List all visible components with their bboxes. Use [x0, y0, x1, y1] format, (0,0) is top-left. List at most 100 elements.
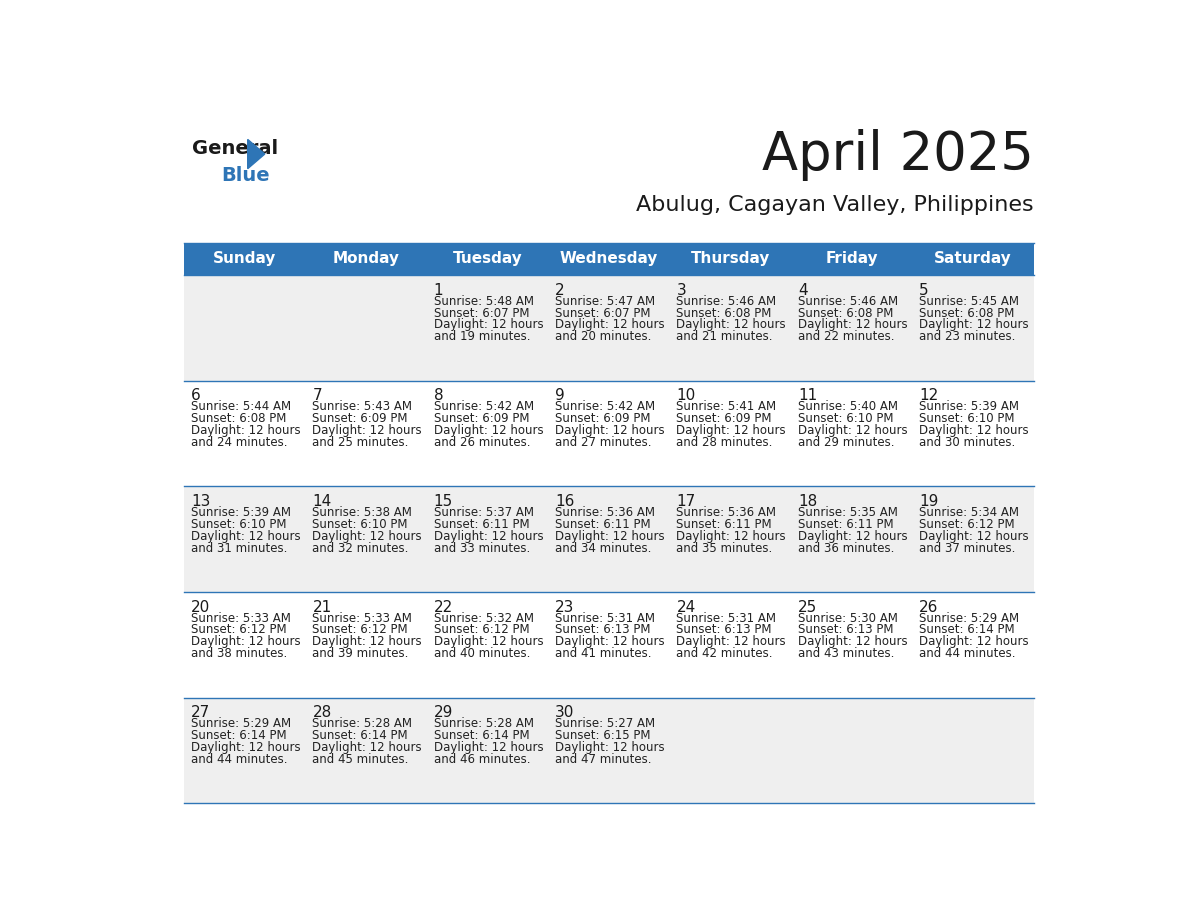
Text: Daylight: 12 hours: Daylight: 12 hours [676, 635, 786, 648]
Text: 1: 1 [434, 283, 443, 297]
Text: Sunrise: 5:36 AM: Sunrise: 5:36 AM [676, 506, 777, 519]
Text: Daylight: 12 hours: Daylight: 12 hours [434, 635, 543, 648]
Text: Sunset: 6:10 PM: Sunset: 6:10 PM [312, 518, 407, 531]
Text: 22: 22 [434, 599, 453, 614]
Text: Sunrise: 5:44 AM: Sunrise: 5:44 AM [191, 400, 291, 413]
Text: Sunrise: 5:33 AM: Sunrise: 5:33 AM [312, 611, 412, 624]
Text: Daylight: 12 hours: Daylight: 12 hours [920, 635, 1029, 648]
Text: 28: 28 [312, 705, 331, 721]
Text: Daylight: 12 hours: Daylight: 12 hours [555, 319, 665, 331]
Text: 12: 12 [920, 388, 939, 403]
Text: Daylight: 12 hours: Daylight: 12 hours [312, 741, 422, 754]
Text: Daylight: 12 hours: Daylight: 12 hours [191, 530, 301, 543]
Text: Daylight: 12 hours: Daylight: 12 hours [798, 424, 908, 437]
Text: Sunrise: 5:29 AM: Sunrise: 5:29 AM [920, 611, 1019, 624]
Text: and 32 minutes.: and 32 minutes. [312, 542, 409, 554]
Text: Daylight: 12 hours: Daylight: 12 hours [920, 424, 1029, 437]
Bar [184, 381, 1034, 487]
Text: and 47 minutes.: and 47 minutes. [555, 753, 652, 766]
Text: 10: 10 [676, 388, 696, 403]
Text: 26: 26 [920, 599, 939, 614]
Text: Sunset: 6:12 PM: Sunset: 6:12 PM [191, 623, 286, 636]
Text: 23: 23 [555, 599, 575, 614]
Text: and 21 minutes.: and 21 minutes. [676, 330, 773, 343]
Bar [184, 487, 1034, 592]
Text: Sunrise: 5:35 AM: Sunrise: 5:35 AM [798, 506, 898, 519]
Text: Sunrise: 5:46 AM: Sunrise: 5:46 AM [798, 295, 898, 308]
Text: 17: 17 [676, 494, 696, 509]
Text: 19: 19 [920, 494, 939, 509]
Text: 15: 15 [434, 494, 453, 509]
Text: Sunset: 6:08 PM: Sunset: 6:08 PM [676, 307, 772, 319]
Text: Sunrise: 5:37 AM: Sunrise: 5:37 AM [434, 506, 533, 519]
Text: Sunrise: 5:42 AM: Sunrise: 5:42 AM [434, 400, 533, 413]
Text: Sunrise: 5:28 AM: Sunrise: 5:28 AM [434, 717, 533, 730]
Text: Daylight: 12 hours: Daylight: 12 hours [920, 319, 1029, 331]
Text: Sunset: 6:09 PM: Sunset: 6:09 PM [676, 412, 772, 425]
Text: Sunset: 6:14 PM: Sunset: 6:14 PM [191, 729, 286, 742]
Text: Daylight: 12 hours: Daylight: 12 hours [798, 635, 908, 648]
Text: Daylight: 12 hours: Daylight: 12 hours [555, 424, 665, 437]
Text: Sunrise: 5:28 AM: Sunrise: 5:28 AM [312, 717, 412, 730]
Text: 4: 4 [798, 283, 808, 297]
Text: and 44 minutes.: and 44 minutes. [920, 647, 1016, 660]
Text: and 40 minutes.: and 40 minutes. [434, 647, 530, 660]
Text: Sunset: 6:15 PM: Sunset: 6:15 PM [555, 729, 651, 742]
Text: Sunset: 6:09 PM: Sunset: 6:09 PM [312, 412, 407, 425]
Text: Sunrise: 5:34 AM: Sunrise: 5:34 AM [920, 506, 1019, 519]
Text: Daylight: 12 hours: Daylight: 12 hours [555, 741, 665, 754]
Text: Sunrise: 5:43 AM: Sunrise: 5:43 AM [312, 400, 412, 413]
Text: and 22 minutes.: and 22 minutes. [798, 330, 895, 343]
Text: and 28 minutes.: and 28 minutes. [676, 436, 773, 449]
Text: 14: 14 [312, 494, 331, 509]
Text: 8: 8 [434, 388, 443, 403]
Text: and 20 minutes.: and 20 minutes. [555, 330, 651, 343]
Text: 5: 5 [920, 283, 929, 297]
Text: Daylight: 12 hours: Daylight: 12 hours [798, 319, 908, 331]
Text: Thursday: Thursday [690, 252, 770, 266]
Text: and 45 minutes.: and 45 minutes. [312, 753, 409, 766]
Bar [184, 698, 1034, 803]
Text: Daylight: 12 hours: Daylight: 12 hours [191, 635, 301, 648]
Text: Sunset: 6:12 PM: Sunset: 6:12 PM [434, 623, 530, 636]
Bar [184, 274, 1034, 381]
Text: 2: 2 [555, 283, 564, 297]
Text: 16: 16 [555, 494, 575, 509]
Text: 18: 18 [798, 494, 817, 509]
Text: Daylight: 12 hours: Daylight: 12 hours [555, 635, 665, 648]
Text: 11: 11 [798, 388, 817, 403]
Text: and 33 minutes.: and 33 minutes. [434, 542, 530, 554]
Text: Daylight: 12 hours: Daylight: 12 hours [312, 635, 422, 648]
Text: and 43 minutes.: and 43 minutes. [798, 647, 895, 660]
Text: Sunrise: 5:39 AM: Sunrise: 5:39 AM [920, 400, 1019, 413]
Text: Sunset: 6:14 PM: Sunset: 6:14 PM [434, 729, 530, 742]
Text: General: General [192, 140, 278, 159]
Text: Sunrise: 5:45 AM: Sunrise: 5:45 AM [920, 295, 1019, 308]
Text: and 36 minutes.: and 36 minutes. [798, 542, 895, 554]
Text: Sunrise: 5:33 AM: Sunrise: 5:33 AM [191, 611, 291, 624]
Text: Sunrise: 5:48 AM: Sunrise: 5:48 AM [434, 295, 533, 308]
Text: and 35 minutes.: and 35 minutes. [676, 542, 772, 554]
Text: Sunset: 6:08 PM: Sunset: 6:08 PM [191, 412, 286, 425]
Text: Sunrise: 5:40 AM: Sunrise: 5:40 AM [798, 400, 898, 413]
Text: Sunrise: 5:31 AM: Sunrise: 5:31 AM [555, 611, 655, 624]
Text: Tuesday: Tuesday [453, 252, 523, 266]
Text: and 31 minutes.: and 31 minutes. [191, 542, 287, 554]
Text: Sunset: 6:12 PM: Sunset: 6:12 PM [312, 623, 409, 636]
Text: Daylight: 12 hours: Daylight: 12 hours [434, 319, 543, 331]
Text: Sunset: 6:07 PM: Sunset: 6:07 PM [555, 307, 651, 319]
Text: Daylight: 12 hours: Daylight: 12 hours [676, 424, 786, 437]
Text: 27: 27 [191, 705, 210, 721]
Text: Sunset: 6:14 PM: Sunset: 6:14 PM [312, 729, 409, 742]
Text: Sunset: 6:10 PM: Sunset: 6:10 PM [920, 412, 1015, 425]
Text: 9: 9 [555, 388, 565, 403]
Text: Sunrise: 5:27 AM: Sunrise: 5:27 AM [555, 717, 656, 730]
Text: Sunrise: 5:31 AM: Sunrise: 5:31 AM [676, 611, 777, 624]
Text: Daylight: 12 hours: Daylight: 12 hours [434, 741, 543, 754]
Text: and 44 minutes.: and 44 minutes. [191, 753, 287, 766]
Text: Daylight: 12 hours: Daylight: 12 hours [312, 530, 422, 543]
Text: and 30 minutes.: and 30 minutes. [920, 436, 1016, 449]
Text: and 26 minutes.: and 26 minutes. [434, 436, 530, 449]
Text: 3: 3 [676, 283, 687, 297]
Text: Sunrise: 5:38 AM: Sunrise: 5:38 AM [312, 506, 412, 519]
